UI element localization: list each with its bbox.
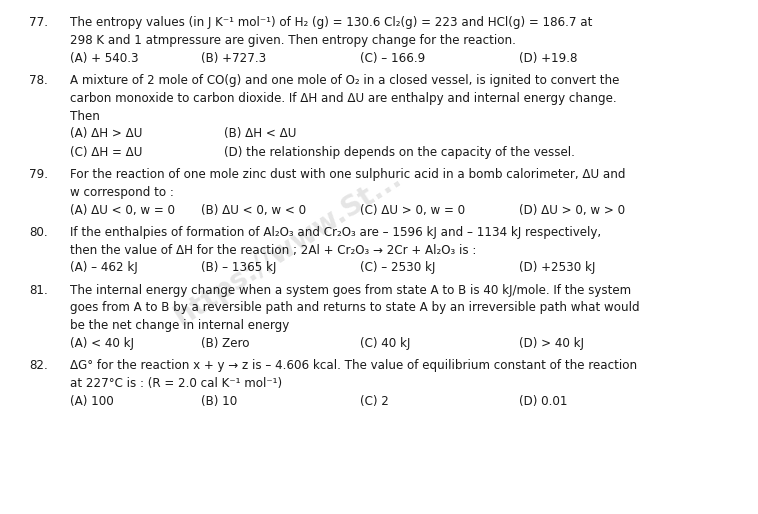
- Text: (A) + 540.3: (A) + 540.3: [70, 52, 139, 65]
- Text: 81.: 81.: [29, 284, 48, 297]
- Text: goes from A to B by a reversible path and returns to state A by an irreversible : goes from A to B by a reversible path an…: [70, 301, 640, 315]
- Text: w correspond to :: w correspond to :: [70, 186, 174, 199]
- Text: (D) +2530 kJ: (D) +2530 kJ: [519, 261, 596, 274]
- Text: (A) ΔH > ΔU: (A) ΔH > ΔU: [70, 127, 143, 140]
- Text: (D) +19.8: (D) +19.8: [519, 52, 578, 65]
- Text: Then: Then: [70, 110, 100, 123]
- Text: ΔG° for the reaction x + y → z is – 4.606 kcal. The value of equilibrium constan: ΔG° for the reaction x + y → z is – 4.60…: [70, 359, 637, 372]
- Text: (A) 100: (A) 100: [70, 395, 114, 408]
- Text: A mixture of 2 mole of CO(g) and one mole of O₂ in a closed vessel, is ignited t: A mixture of 2 mole of CO(g) and one mol…: [70, 74, 620, 87]
- Text: 298 K and 1 atmpressure are given. Then entropy change for the reaction.: 298 K and 1 atmpressure are given. Then …: [70, 34, 516, 47]
- Text: at 227°C is : (R = 2.0 cal K⁻¹ mol⁻¹): at 227°C is : (R = 2.0 cal K⁻¹ mol⁻¹): [70, 377, 283, 390]
- Text: 78.: 78.: [29, 74, 48, 87]
- Text: (B) ΔU < 0, w < 0: (B) ΔU < 0, w < 0: [201, 204, 306, 216]
- Text: (D) the relationship depends on the capacity of the vessel.: (D) the relationship depends on the capa…: [224, 146, 575, 159]
- Text: (B) +727.3: (B) +727.3: [201, 52, 266, 65]
- Text: The internal energy change when a system goes from state A to B is 40 kJ/mole. I: The internal energy change when a system…: [70, 284, 631, 297]
- Text: (C) – 166.9: (C) – 166.9: [360, 52, 425, 65]
- Text: For the reaction of one mole zinc dust with one sulphuric acid in a bomb calorim: For the reaction of one mole zinc dust w…: [70, 168, 626, 181]
- Text: (C) 2: (C) 2: [360, 395, 389, 408]
- Text: The entropy values (in J K⁻¹ mol⁻¹) of H₂ (g) = 130.6 Cl₂(g) = 223 and HCl(g) = : The entropy values (in J K⁻¹ mol⁻¹) of H…: [70, 16, 593, 29]
- Text: (A) ΔU < 0, w = 0: (A) ΔU < 0, w = 0: [70, 204, 176, 216]
- Text: (B) – 1365 kJ: (B) – 1365 kJ: [201, 261, 276, 274]
- Text: then the value of ΔH for the reaction ; 2Al + Cr₂O₃ → 2Cr + Al₂O₃ is :: then the value of ΔH for the reaction ; …: [70, 244, 477, 256]
- Text: (C) 40 kJ: (C) 40 kJ: [360, 337, 410, 350]
- Text: (C) – 2530 kJ: (C) – 2530 kJ: [360, 261, 435, 274]
- Text: (D) 0.01: (D) 0.01: [519, 395, 568, 408]
- Text: (A) < 40 kJ: (A) < 40 kJ: [70, 337, 134, 350]
- Text: 82.: 82.: [29, 359, 48, 372]
- Text: If the enthalpies of formation of Al₂O₃ and Cr₂O₃ are – 1596 kJ and – 1134 kJ re: If the enthalpies of formation of Al₂O₃ …: [70, 226, 602, 239]
- Text: https://www.St...: https://www.St...: [169, 163, 407, 331]
- Text: (B) 10: (B) 10: [201, 395, 237, 408]
- Text: (C) ΔH = ΔU: (C) ΔH = ΔU: [70, 146, 143, 159]
- Text: be the net change in internal energy: be the net change in internal energy: [70, 319, 290, 332]
- Text: 79.: 79.: [29, 168, 48, 181]
- Text: (D) ΔU > 0, w > 0: (D) ΔU > 0, w > 0: [519, 204, 625, 216]
- Text: 80.: 80.: [29, 226, 48, 239]
- Text: (D) > 40 kJ: (D) > 40 kJ: [519, 337, 584, 350]
- Text: (A) – 462 kJ: (A) – 462 kJ: [70, 261, 138, 274]
- Text: (B) Zero: (B) Zero: [201, 337, 249, 350]
- Text: (C) ΔU > 0, w = 0: (C) ΔU > 0, w = 0: [360, 204, 465, 216]
- Text: carbon monoxide to carbon dioxide. If ΔH and ΔU are enthalpy and internal energy: carbon monoxide to carbon dioxide. If ΔH…: [70, 92, 617, 105]
- Text: 77.: 77.: [29, 16, 48, 29]
- Text: (B) ΔH < ΔU: (B) ΔH < ΔU: [224, 127, 296, 140]
